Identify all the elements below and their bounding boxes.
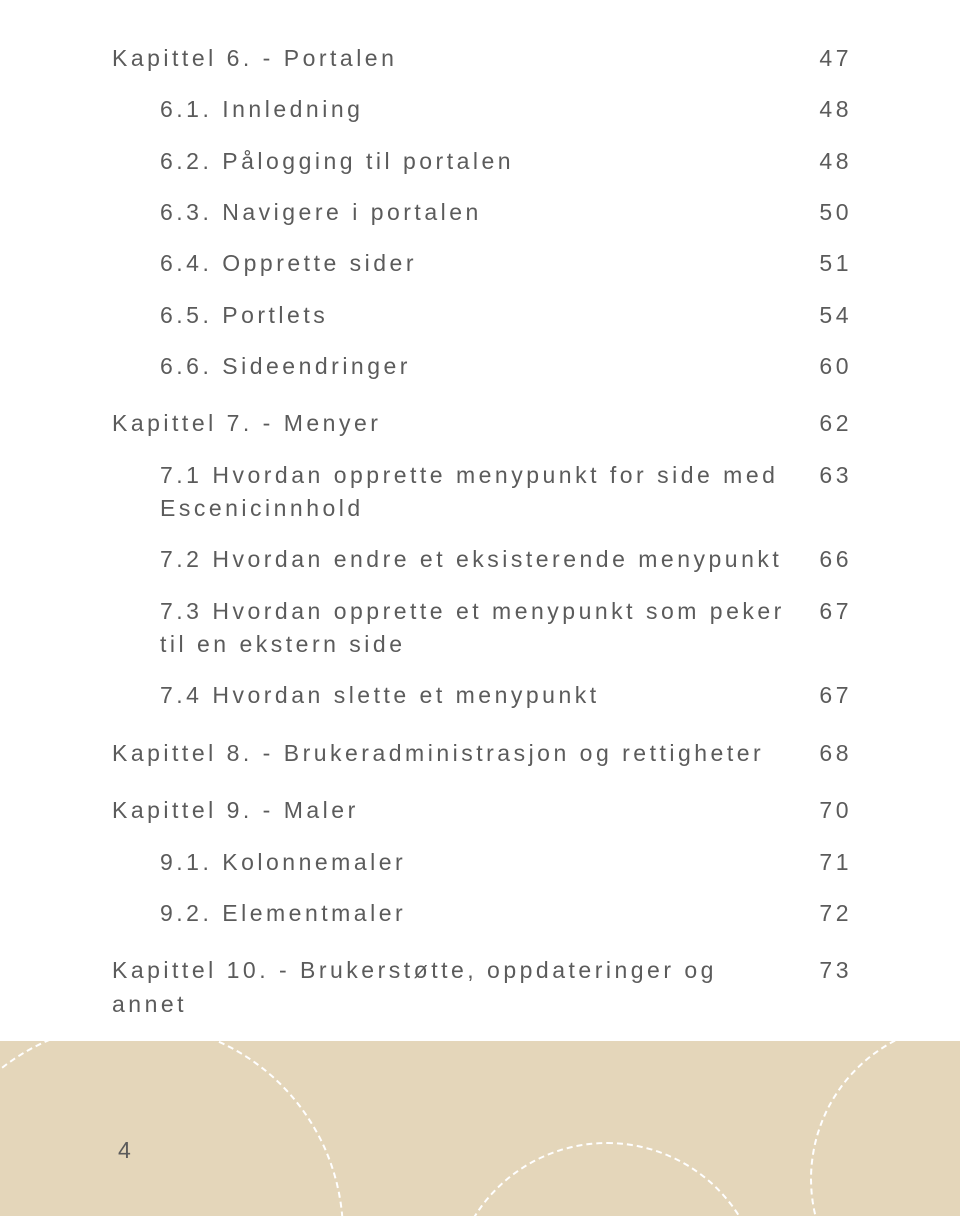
toc-label: 6.5. Portlets [160,299,819,332]
toc-page: 60 [819,350,852,383]
toc-sub-row: 9.1. Kolonnemaler 71 [112,846,852,879]
toc-sub-row: 6.1. Innledning 48 [112,93,852,126]
toc-page: 51 [819,247,852,280]
toc-label: 7.2 Hvordan endre et eksisterende menypu… [160,543,819,576]
toc-page: 54 [819,299,852,332]
toc-label: 9.2. Elementmaler [160,897,819,930]
page-number: 4 [118,1137,134,1164]
page: Kapittel 6. - Portalen 47 6.1. Innlednin… [0,0,960,1216]
toc-sub-row: 7.4 Hvordan slette et menypunkt 67 [112,679,852,712]
toc-label: 6.3. Navigere i portalen [160,196,819,229]
toc-sub-row: 6.2. Pålogging til portalen 48 [112,145,852,178]
toc-page: 70 [819,794,852,827]
toc-sub-row: 6.5. Portlets 54 [112,299,852,332]
toc-label: Kapittel 8. - Brukeradministrasjon og re… [112,737,819,770]
decorative-arc [0,1022,344,1216]
toc-page: 62 [819,407,852,440]
toc-sub-row: 9.2. Elementmaler 72 [112,897,852,930]
toc-page: 68 [819,737,852,770]
toc-label: Kapittel 7. - Menyer [112,407,819,440]
toc-label: 6.2. Pålogging til portalen [160,145,819,178]
toc-page: 50 [819,196,852,229]
toc-page: 67 [819,595,852,628]
toc-page: 72 [819,897,852,930]
toc-label: 7.3 Hvordan opprette et menypunkt som pe… [160,595,819,662]
toc-page: 63 [819,459,852,492]
toc-label: 7.1 Hvordan opprette menypunkt for side … [160,459,819,526]
toc-label: 6.1. Innledning [160,93,819,126]
toc-chapter-row: Kapittel 9. - Maler 70 [112,794,852,827]
toc-chapter-row: Kapittel 8. - Brukeradministrasjon og re… [112,737,852,770]
toc-label: Kapittel 9. - Maler [112,794,819,827]
toc-page: 67 [819,679,852,712]
table-of-contents: Kapittel 6. - Portalen 47 6.1. Innlednin… [112,42,852,1130]
toc-chapter-row: Kapittel 10. - Brukerstøtte, oppdatering… [112,954,852,1021]
toc-label: 6.6. Sideendringer [160,350,819,383]
toc-page: 71 [819,846,852,879]
toc-label: Kapittel 6. - Portalen [112,42,819,75]
toc-page: 48 [819,145,852,178]
toc-chapter-row: Kapittel 6. - Portalen 47 [112,42,852,75]
toc-chapter-row: Kapittel 7. - Menyer 62 [112,407,852,440]
toc-label: 7.4 Hvordan slette et menypunkt [160,679,819,712]
toc-sub-row: 7.1 Hvordan opprette menypunkt for side … [112,459,852,526]
toc-page: 47 [819,42,852,75]
toc-page: 48 [819,93,852,126]
toc-sub-row: 6.4. Opprette sider 51 [112,247,852,280]
toc-page: 73 [819,954,852,987]
toc-label: Kapittel 10. - Brukerstøtte, oppdatering… [112,954,819,1021]
toc-label: 6.4. Opprette sider [160,247,819,280]
toc-sub-row: 6.6. Sideendringer 60 [112,350,852,383]
toc-sub-row: 7.2 Hvordan endre et eksisterende menypu… [112,543,852,576]
footer-band [0,1041,960,1216]
toc-label: 9.1. Kolonnemaler [160,846,819,879]
toc-page: 66 [819,543,852,576]
decorative-arc [450,1142,764,1216]
decorative-arc [810,1022,960,1216]
toc-sub-row: 6.3. Navigere i portalen 50 [112,196,852,229]
toc-sub-row: 7.3 Hvordan opprette et menypunkt som pe… [112,595,852,662]
